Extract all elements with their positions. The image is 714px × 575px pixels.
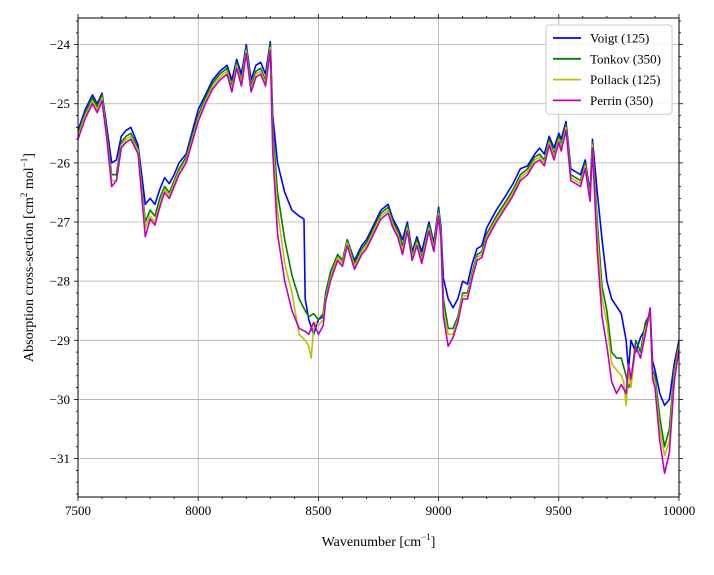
y-tick-label: −25 <box>50 96 70 111</box>
y-axis-label-mid: mol <box>22 167 37 192</box>
series-line-3 <box>78 49 679 475</box>
x-tick-label: 8500 <box>305 503 331 518</box>
x-axis-label: Wavenumber [cm−1] <box>322 532 436 550</box>
y-tick-label: −31 <box>50 451 70 466</box>
y-tick-label: −28 <box>50 274 70 289</box>
legend-box <box>545 24 673 115</box>
y-tick-label: −24 <box>50 37 71 52</box>
x-tick-label: 8000 <box>185 503 211 518</box>
y-axis-label-tail: ] <box>22 153 37 158</box>
y-tick-label: −26 <box>50 155 71 170</box>
x-axis-label-sup: −1 <box>421 532 431 542</box>
x-axis: 7500 8000 8500 9000 9500 10000 <box>65 14 695 518</box>
y-axis-label-sup1: 2 <box>19 193 29 198</box>
legend-label: Tonkov (350) <box>590 51 661 66</box>
x-tick-label: 7500 <box>65 503 91 518</box>
plot-area <box>78 40 679 475</box>
y-axis-label-sup2: −1 <box>19 158 29 168</box>
legend-label: Voigt (125) <box>590 31 649 46</box>
x-tick-label: 9500 <box>546 503 572 518</box>
x-axis-label-tail: ] <box>431 535 436 550</box>
y-axis: −31 −30 −29 −28 −27 −26 −25 −24 <box>50 20 683 495</box>
legend: Voigt (125) Tonkov (350) Pollack (125) Perr… <box>545 24 673 115</box>
x-tick-label: 9000 <box>426 503 452 518</box>
legend-label: Pollack (125) <box>590 72 660 87</box>
y-axis-label-text: Absorption cross-section [cm <box>22 197 37 362</box>
y-axis-label: Absorption cross-section [cm2 mol−1] <box>19 153 37 362</box>
x-axis-label-text: Wavenumber [cm <box>322 535 422 550</box>
series-line-2 <box>78 46 679 457</box>
y-tick-label: −30 <box>50 392 70 407</box>
y-tick-label: −29 <box>50 333 70 348</box>
y-tick-label: −27 <box>50 215 71 230</box>
legend-label: Perrin (350) <box>590 93 653 108</box>
x-tick-label: 10000 <box>663 503 696 518</box>
